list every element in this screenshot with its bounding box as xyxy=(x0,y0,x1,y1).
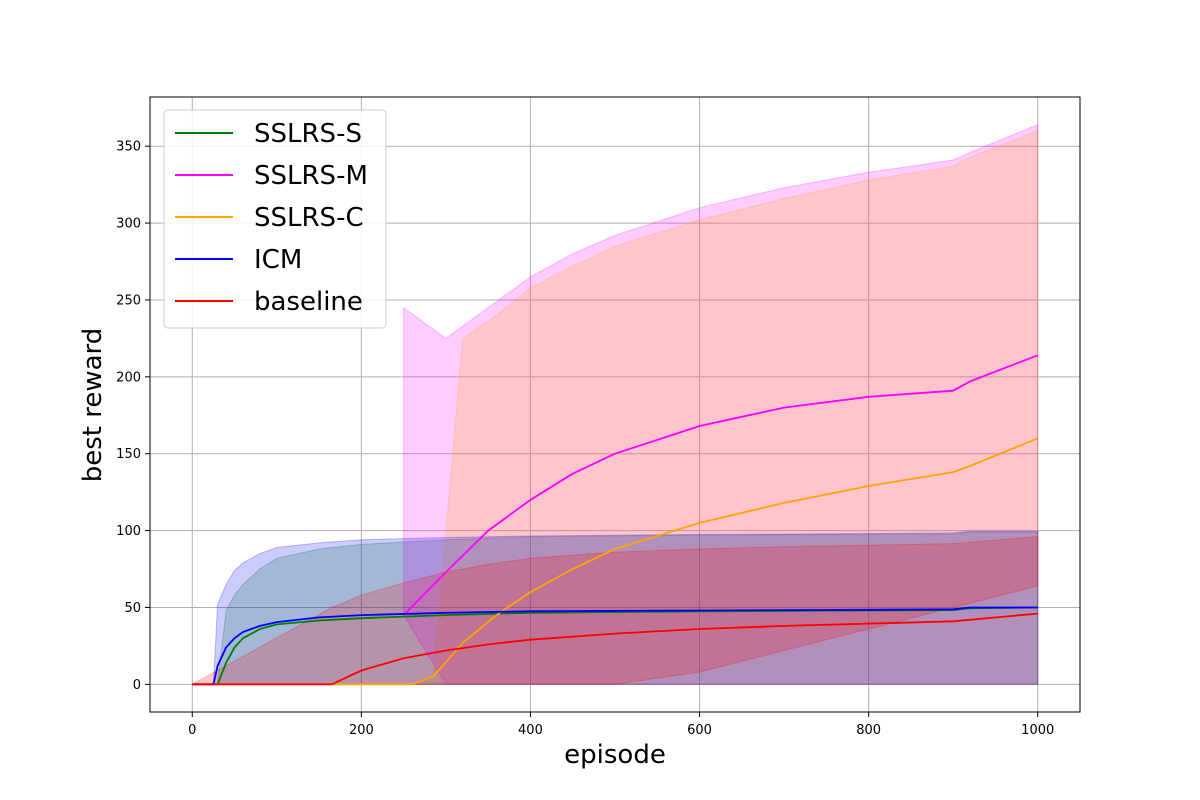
x-tick-label: 0 xyxy=(188,723,196,738)
y-tick-label: 50 xyxy=(124,601,141,616)
band-sslrs-c xyxy=(192,130,1039,685)
x-tick-label: 1000 xyxy=(1021,723,1054,738)
band-sslrs-m xyxy=(403,123,1039,685)
y-tick-label: 300 xyxy=(116,217,141,232)
y-tick-label: 150 xyxy=(116,447,141,462)
legend-label-icm: ICM xyxy=(254,245,302,275)
legend-label-sslrs-s: SSLRS-S xyxy=(254,119,362,149)
x-tick-label: 800 xyxy=(856,723,881,738)
legend-label-baseline: baseline xyxy=(254,287,363,317)
y-axis-ticks: 0 50 100 150 200 250 300 350 xyxy=(116,140,150,693)
series-line-sslrs-c xyxy=(192,437,1039,686)
confidence-bands xyxy=(192,123,1039,685)
series-line-baseline xyxy=(192,612,1038,686)
x-tick-label: 200 xyxy=(349,723,374,738)
y-tick-label: 250 xyxy=(116,293,141,308)
y-tick-label: 350 xyxy=(116,140,141,155)
legend: SSLRS-S SSLRS-M SSLRS-C ICM baseline xyxy=(163,109,387,329)
y-tick-label: 200 xyxy=(116,370,141,385)
x-axis-label: episode xyxy=(564,740,666,770)
legend-label-sslrs-c: SSLRS-C xyxy=(254,203,364,233)
series-line-icm xyxy=(192,606,1038,686)
y-axis-label: best reward xyxy=(78,328,108,483)
series-line-sslrs-m xyxy=(402,354,1039,616)
legend-label-sslrs-m: SSLRS-M xyxy=(254,161,368,191)
x-axis-ticks: 0 200 400 600 800 1000 xyxy=(188,712,1054,738)
legend-frame xyxy=(163,109,387,329)
x-tick-label: 600 xyxy=(687,723,712,738)
x-tick-label: 400 xyxy=(518,723,543,738)
y-tick-label: 0 xyxy=(133,678,141,693)
plot-frame xyxy=(149,96,1081,713)
y-tick-label: 100 xyxy=(116,524,141,539)
series-lines xyxy=(192,354,1039,686)
